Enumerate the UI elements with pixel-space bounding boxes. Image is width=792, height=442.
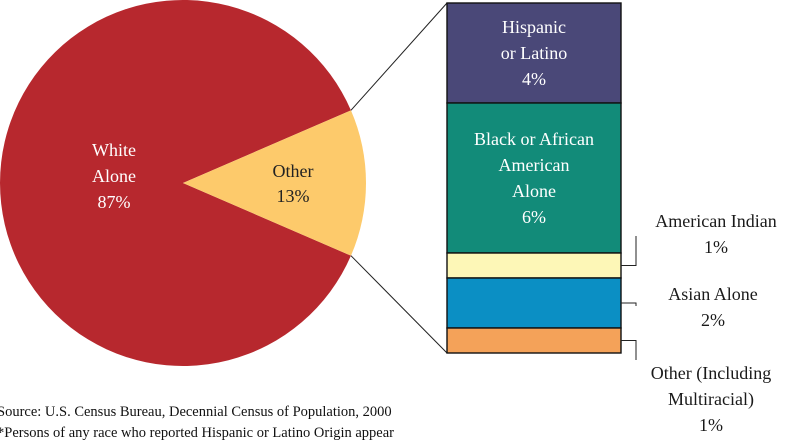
- bar-segment-asian-alone: [446, 277, 622, 329]
- pie-label-other-line-2: 13%: [277, 186, 310, 206]
- bar-label-hispanic-line-2: or Latino: [501, 43, 567, 63]
- pie-label-white-line-2: Alone: [92, 166, 136, 186]
- bar-segment-american-indian: [446, 252, 622, 279]
- connector-bottom: [350, 255, 448, 354]
- pie-label-white-line-1: White: [92, 140, 136, 160]
- leader-line-american-indian: [621, 236, 637, 266]
- pie-label-white-line-3: 87%: [98, 192, 131, 212]
- bar-label-hispanic-line-3: 4%: [522, 69, 546, 89]
- bar-label-other-including-line-2: Multiracial): [668, 389, 754, 410]
- bar-label-american-indian-line-2: 1%: [704, 237, 728, 257]
- leader-line-asian-alone: [621, 302, 637, 306]
- bar-segment-black-or-african: [446, 102, 622, 254]
- bar-label-other-including-line-3: 1%: [699, 415, 723, 435]
- bar-segment-hispanic: [446, 2, 622, 104]
- bar-label-black-or-african-line-2: American: [499, 155, 570, 175]
- pie-slice-white: [0, 0, 351, 366]
- source-footnote: Source: U.S. Census Bureau, Decennial Ce…: [0, 404, 392, 420]
- breakdown-labels: American Indian 1% Asian Alone 2% Other (Inc…: [621, 211, 777, 435]
- bar-label-black-or-african-line-1: Black or African: [474, 129, 594, 149]
- pie-slice-other: [183, 110, 366, 256]
- bar-segment-other-including: [446, 327, 622, 354]
- bar-label-hispanic-line-1: Hispanic: [502, 17, 566, 37]
- leader-line-other-including: [621, 340, 637, 360]
- pie: White Alone 87% Other 13%: [0, 0, 366, 366]
- bar-label-other-including-line-1: Other (Including: [651, 363, 771, 384]
- pie-label-other-line-1: Other: [273, 161, 314, 181]
- connector-top: [350, 2, 448, 111]
- breakdown-bar: Hispanic or Latino 4% Black or African Ameri…: [446, 2, 622, 354]
- bar-label-american-indian-line-1: American Indian: [655, 211, 776, 231]
- bar-label-asian-alone-line-1: Asian Alone: [668, 284, 758, 304]
- bar-label-black-or-african-line-3: Alone: [512, 181, 556, 201]
- bar-label-asian-alone-line-2: 2%: [701, 310, 725, 330]
- bar-label-black-or-african-line-4: 6%: [522, 207, 546, 227]
- connector-lines: [350, 2, 448, 354]
- hispanic-note-footnote: *Persons of any race who reported Hispan…: [0, 425, 395, 441]
